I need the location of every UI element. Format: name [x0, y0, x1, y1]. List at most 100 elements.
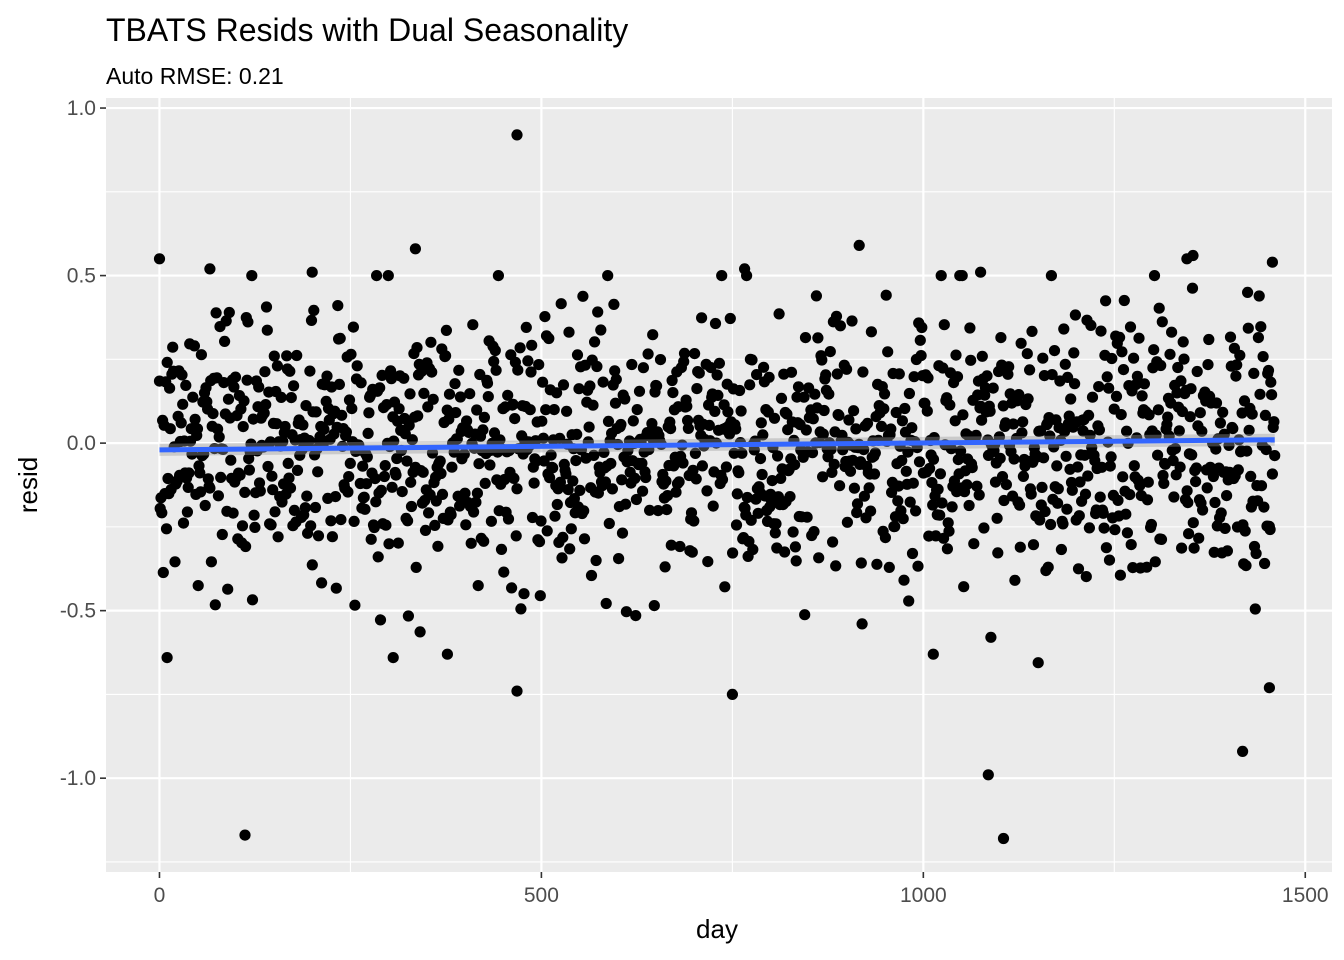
data-point: [238, 395, 250, 407]
data-point: [1224, 331, 1237, 343]
data-point: [1215, 507, 1227, 519]
data-point: [816, 354, 828, 366]
data-point: [610, 373, 622, 385]
data-point: [1032, 657, 1044, 669]
data-point: [1128, 352, 1140, 364]
data-point: [1255, 480, 1268, 492]
data-point: [267, 484, 279, 496]
data-point: [668, 460, 680, 472]
data-point: [666, 374, 678, 387]
data-point: [321, 370, 333, 382]
data-point: [661, 490, 674, 502]
data-point: [562, 484, 574, 496]
data-point: [441, 404, 453, 416]
data-point: [340, 426, 352, 438]
data-point: [236, 520, 249, 532]
data-point: [271, 418, 283, 430]
data-point: [823, 388, 835, 400]
data-point: [195, 486, 207, 498]
data-point: [239, 486, 251, 498]
data-point: [997, 832, 1010, 845]
data-point: [858, 490, 871, 502]
data-point: [345, 348, 357, 360]
data-point: [403, 419, 415, 431]
data-point: [1114, 569, 1126, 581]
data-point: [609, 397, 622, 409]
data-point: [1202, 359, 1214, 371]
data-point: [952, 454, 964, 466]
data-point: [269, 506, 281, 518]
data-point: [834, 480, 846, 492]
data-point: [848, 405, 860, 417]
data-point: [405, 500, 418, 513]
data-point: [573, 383, 585, 395]
data-point: [385, 373, 397, 385]
data-point: [478, 535, 490, 547]
data-point: [863, 482, 875, 494]
data-point: [283, 472, 295, 484]
data-point: [670, 486, 682, 498]
data-point: [756, 468, 768, 481]
data-point: [1066, 484, 1078, 496]
data-point: [556, 552, 568, 564]
data-point: [564, 543, 576, 555]
data-point: [291, 464, 304, 476]
data-point: [304, 365, 316, 377]
data-point: [958, 581, 970, 593]
data-point: [275, 391, 287, 403]
data-point: [544, 472, 556, 484]
data-point: [1242, 286, 1254, 298]
data-point: [993, 431, 1006, 443]
data-point: [1249, 603, 1261, 615]
data-point: [434, 455, 446, 467]
data-point: [1149, 556, 1161, 568]
data-point: [1196, 425, 1208, 437]
data-point: [637, 485, 649, 497]
data-point: [332, 300, 344, 312]
data-point: [440, 350, 452, 362]
data-point: [343, 471, 355, 483]
data-point: [775, 392, 788, 404]
data-point: [1121, 425, 1133, 437]
data-point: [934, 509, 946, 521]
data-point: [414, 626, 426, 638]
data-point: [965, 354, 977, 366]
data-point: [1036, 481, 1048, 493]
data-point: [1094, 491, 1106, 503]
data-point: [869, 447, 881, 459]
data-point: [1130, 379, 1142, 391]
data-point: [1104, 460, 1116, 472]
data-point: [574, 484, 586, 496]
data-point: [549, 510, 561, 522]
data-point: [1117, 471, 1129, 483]
data-point: [713, 357, 726, 369]
data-point: [458, 448, 470, 460]
data-point: [502, 513, 515, 525]
data-point: [1143, 409, 1155, 421]
data-point: [1263, 682, 1275, 694]
data-point: [1068, 347, 1080, 359]
data-point: [592, 306, 604, 318]
data-point: [902, 446, 914, 458]
data-point: [392, 537, 404, 549]
data-point: [1044, 430, 1056, 442]
data-point: [1266, 468, 1278, 480]
data-point: [336, 409, 348, 421]
data-point: [1007, 418, 1020, 430]
data-point: [1240, 560, 1252, 572]
data-point: [219, 335, 231, 347]
data-point: [1175, 375, 1187, 387]
data-point: [946, 501, 958, 513]
data-point: [1231, 359, 1243, 371]
data-point: [1243, 424, 1255, 436]
data-point: [266, 470, 278, 482]
data-point: [985, 631, 997, 643]
data-point: [678, 356, 690, 368]
data-point: [1266, 389, 1278, 401]
data-point: [1106, 352, 1118, 365]
data-point: [833, 409, 845, 421]
data-point: [261, 324, 273, 336]
data-point: [216, 528, 228, 541]
data-point: [584, 380, 596, 392]
data-point: [285, 392, 297, 404]
